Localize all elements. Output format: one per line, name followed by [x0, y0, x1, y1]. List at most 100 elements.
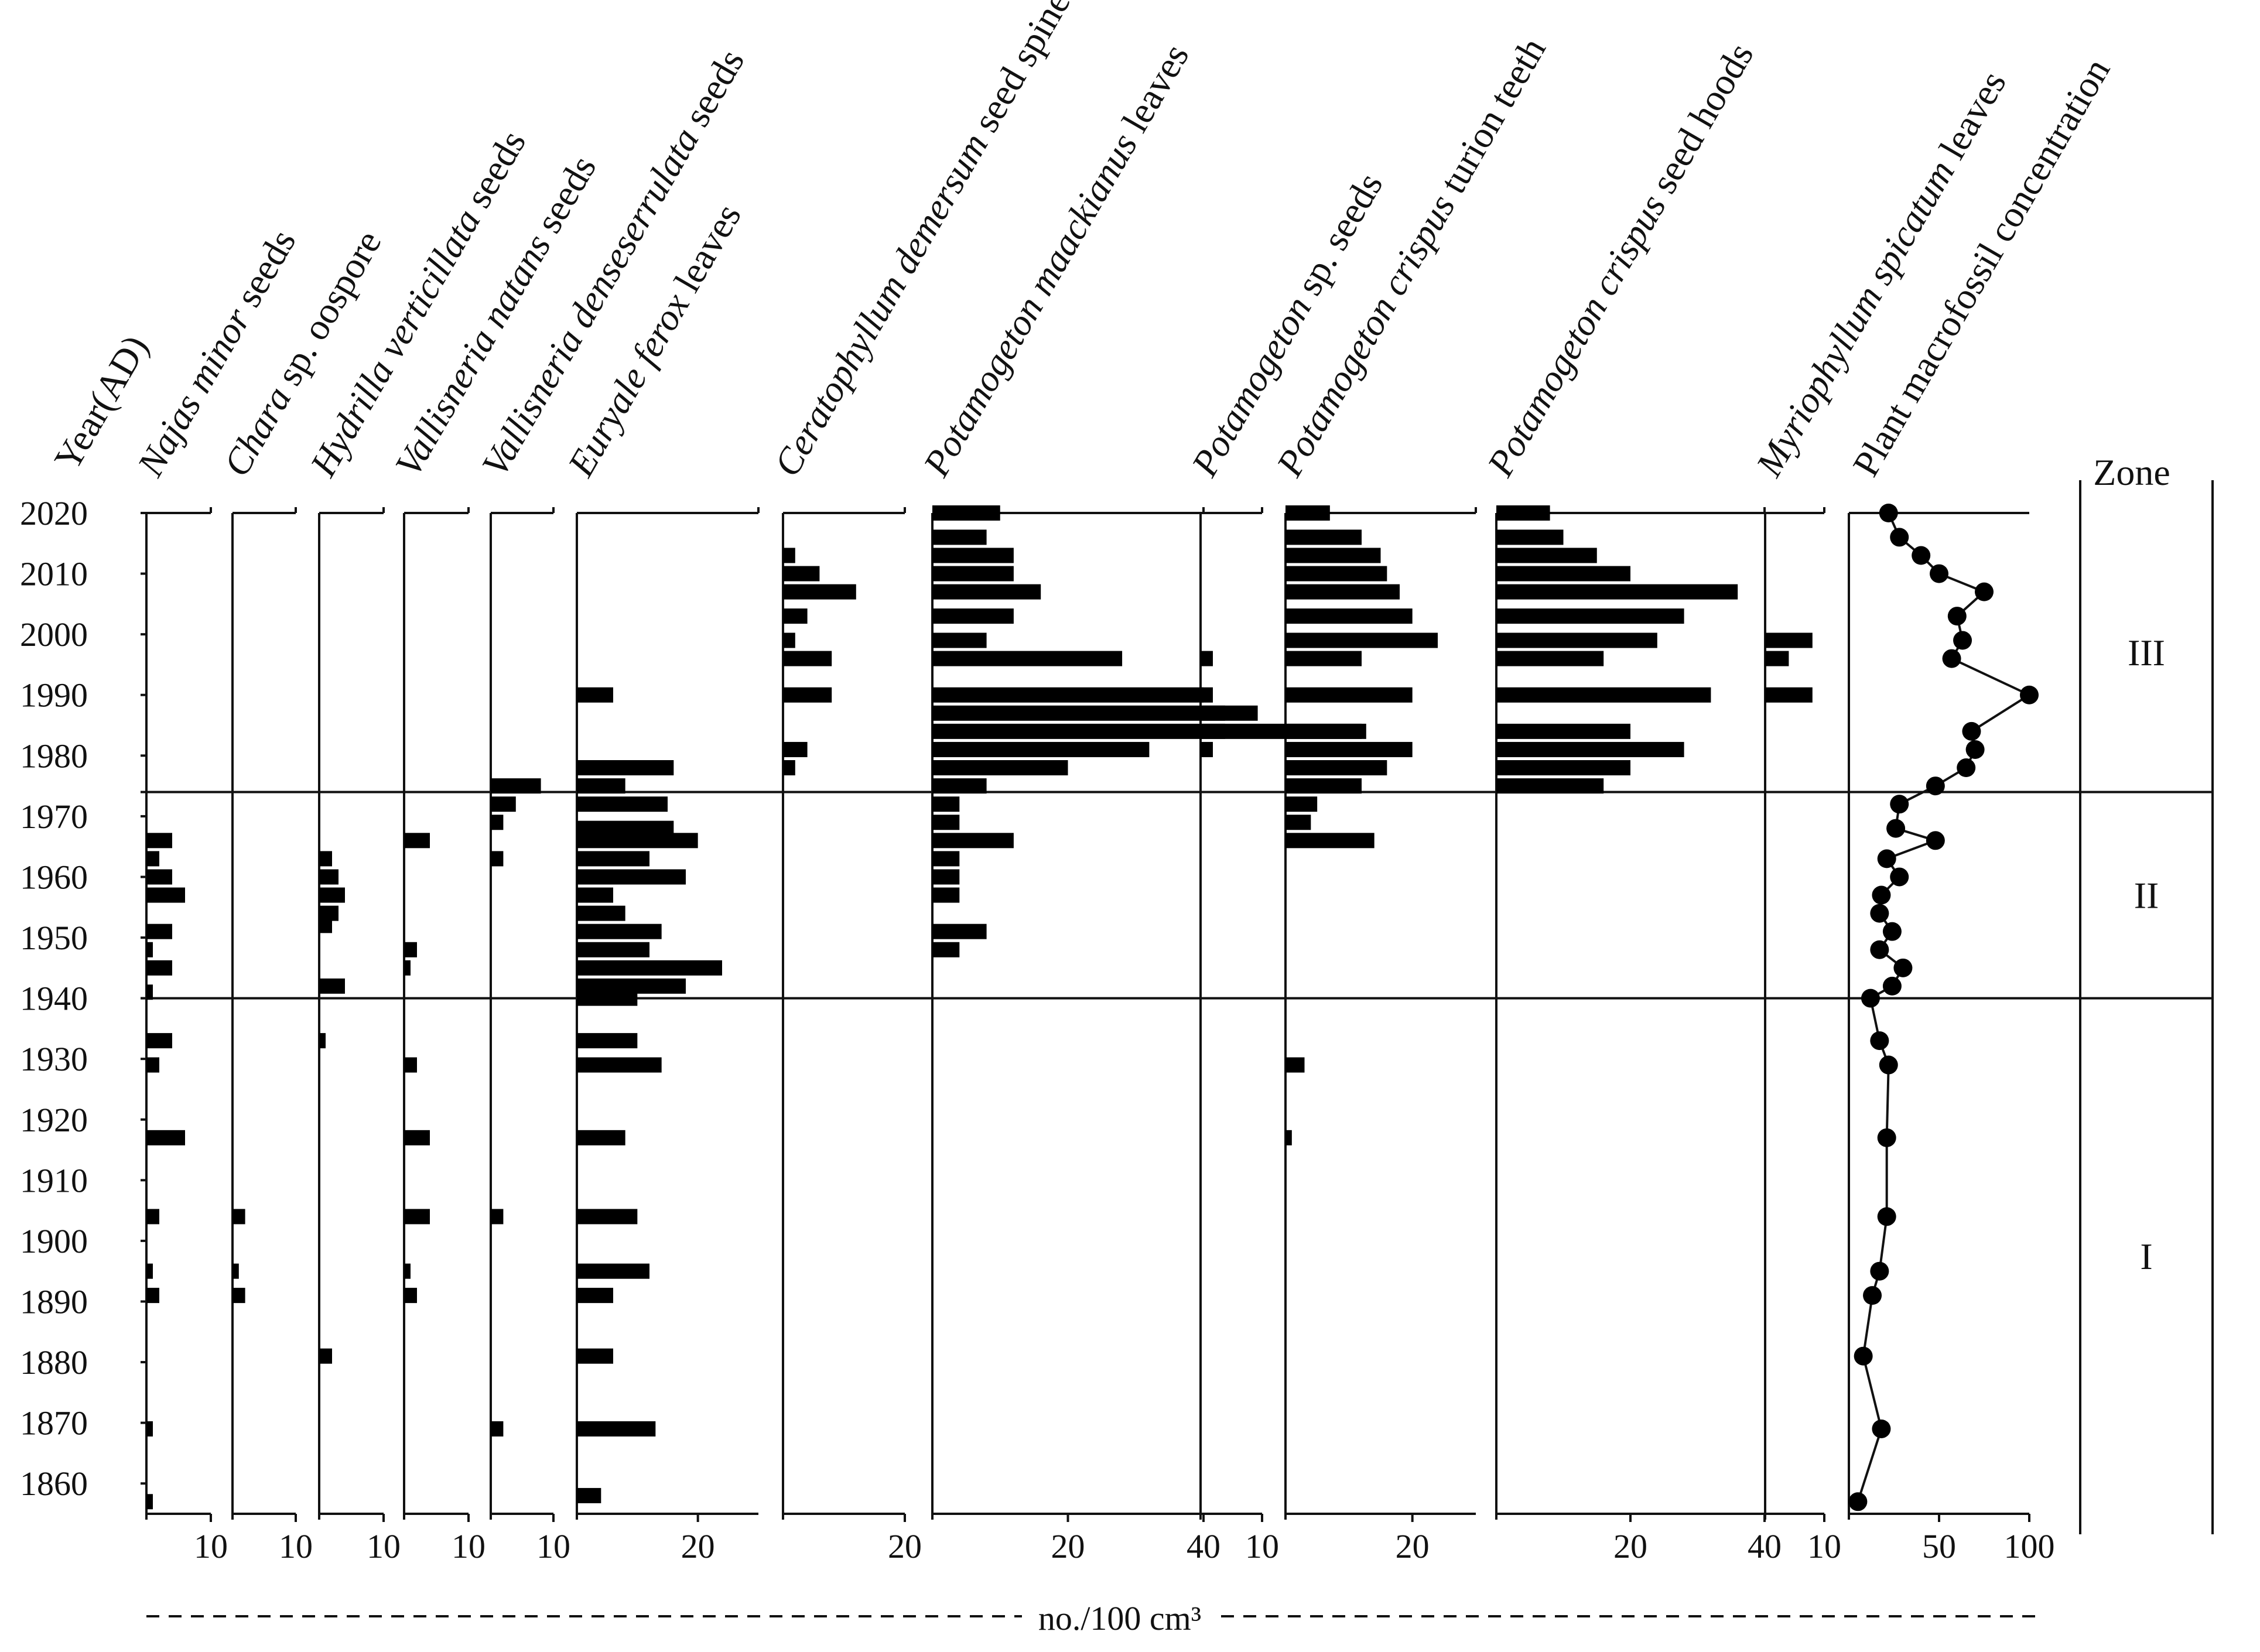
data-bar	[404, 1057, 417, 1073]
y-tick-label: 1920	[20, 1101, 88, 1139]
y-tick-label: 1930	[20, 1040, 88, 1078]
data-bar	[577, 1209, 638, 1225]
x-tick-label: 20	[1051, 1527, 1085, 1565]
x-tick-label: 20	[1396, 1527, 1430, 1565]
data-bar	[404, 960, 411, 976]
data-bar	[932, 942, 960, 957]
data-bar	[1285, 529, 1362, 545]
data-bar	[1285, 1057, 1305, 1073]
data-bar	[932, 632, 987, 648]
concentration-point	[1877, 849, 1896, 868]
data-bar	[932, 566, 1014, 582]
data-bar	[1496, 778, 1604, 794]
data-bar	[783, 608, 808, 624]
concentration-point	[1879, 1055, 1898, 1075]
data-bar	[491, 851, 504, 867]
data-bar	[233, 1263, 239, 1279]
x-tick-label: 100	[2004, 1527, 2055, 1565]
x-tick-label: 10	[536, 1527, 570, 1565]
zone-header: Zone	[2093, 452, 2170, 493]
y-tick-label: 2020	[20, 494, 88, 532]
concentration-point	[1965, 740, 1985, 759]
y-tick-label: 1870	[20, 1404, 88, 1442]
data-bar	[783, 548, 795, 563]
data-bar	[1496, 651, 1604, 666]
data-bar	[146, 887, 185, 903]
data-bar	[577, 887, 613, 903]
data-bar	[404, 1209, 430, 1225]
data-bar	[319, 869, 339, 885]
data-bar	[1765, 632, 1813, 648]
data-bar	[577, 869, 686, 885]
data-bar	[1285, 608, 1413, 624]
y-tick-label: 1900	[20, 1222, 88, 1260]
data-bar	[1496, 584, 1738, 600]
concentration-point	[1863, 1286, 1882, 1305]
concentration-point	[1882, 922, 1902, 941]
data-bar	[146, 1263, 153, 1279]
data-bar	[1765, 687, 1813, 703]
y-tick-label: 2000	[20, 615, 88, 654]
data-bar	[146, 1209, 159, 1225]
column-label-italic: Vallisneria natans	[387, 227, 559, 483]
data-bar	[319, 851, 332, 867]
data-bar	[1285, 723, 1362, 739]
data-bar	[577, 1288, 613, 1304]
data-bar	[146, 833, 172, 849]
concentration-point	[1942, 649, 1961, 668]
data-bar	[1285, 584, 1400, 600]
column-label-rest: seeds	[452, 124, 534, 223]
data-bar	[932, 887, 960, 903]
data-bar	[932, 796, 960, 812]
data-bar	[1496, 529, 1564, 545]
data-bar	[932, 548, 1014, 563]
data-bar	[577, 924, 662, 939]
x-tick-label: 20	[888, 1527, 922, 1565]
data-bar	[932, 505, 1000, 521]
data-bar	[146, 984, 153, 1000]
data-bar	[404, 1288, 417, 1304]
x-tick-label: 10	[194, 1527, 228, 1565]
data-bar	[404, 942, 417, 957]
data-bar	[1496, 505, 1550, 521]
data-bar	[932, 741, 1150, 757]
data-bar	[319, 887, 345, 903]
zone-label: III	[2128, 632, 2165, 673]
concentration-point	[1930, 564, 1948, 583]
data-bar	[146, 851, 159, 867]
data-bar	[319, 918, 332, 933]
data-bar	[491, 778, 541, 794]
data-bar	[932, 778, 987, 794]
data-bar	[1496, 632, 1657, 648]
column-label: Najas minor seeds	[129, 223, 303, 484]
data-bar	[577, 978, 686, 994]
data-bar	[1496, 687, 1711, 703]
data-bar	[146, 1033, 172, 1049]
data-bar	[932, 833, 1014, 849]
data-bar	[577, 820, 674, 836]
data-bar	[932, 924, 987, 939]
concentration-point	[1870, 1261, 1889, 1281]
column-label-rest: leaves	[661, 197, 748, 307]
y-tick-label: 1940	[20, 980, 88, 1018]
data-bar	[404, 1130, 430, 1145]
column-label: Potamogeton maackianus leaves	[915, 37, 1196, 484]
concentration-point	[1890, 795, 1909, 814]
concentration-point	[1947, 607, 1967, 626]
data-bar	[783, 632, 795, 648]
concentration-point	[1926, 777, 1945, 796]
y-tick-label: 1970	[20, 798, 88, 836]
data-bar	[1201, 705, 1225, 721]
data-bar	[1285, 815, 1311, 830]
concentration-point	[1957, 758, 1976, 778]
data-bar	[1285, 632, 1438, 648]
concentration-point	[1877, 1128, 1896, 1147]
column-label-rest: seeds	[671, 42, 753, 141]
x-tick-label: 40	[1187, 1527, 1220, 1565]
y-tick-label: 1880	[20, 1343, 88, 1381]
data-bar	[1201, 651, 1213, 666]
data-bar	[146, 1057, 159, 1073]
column-label-rest: seeds	[523, 149, 604, 248]
data-bar	[577, 1033, 638, 1049]
